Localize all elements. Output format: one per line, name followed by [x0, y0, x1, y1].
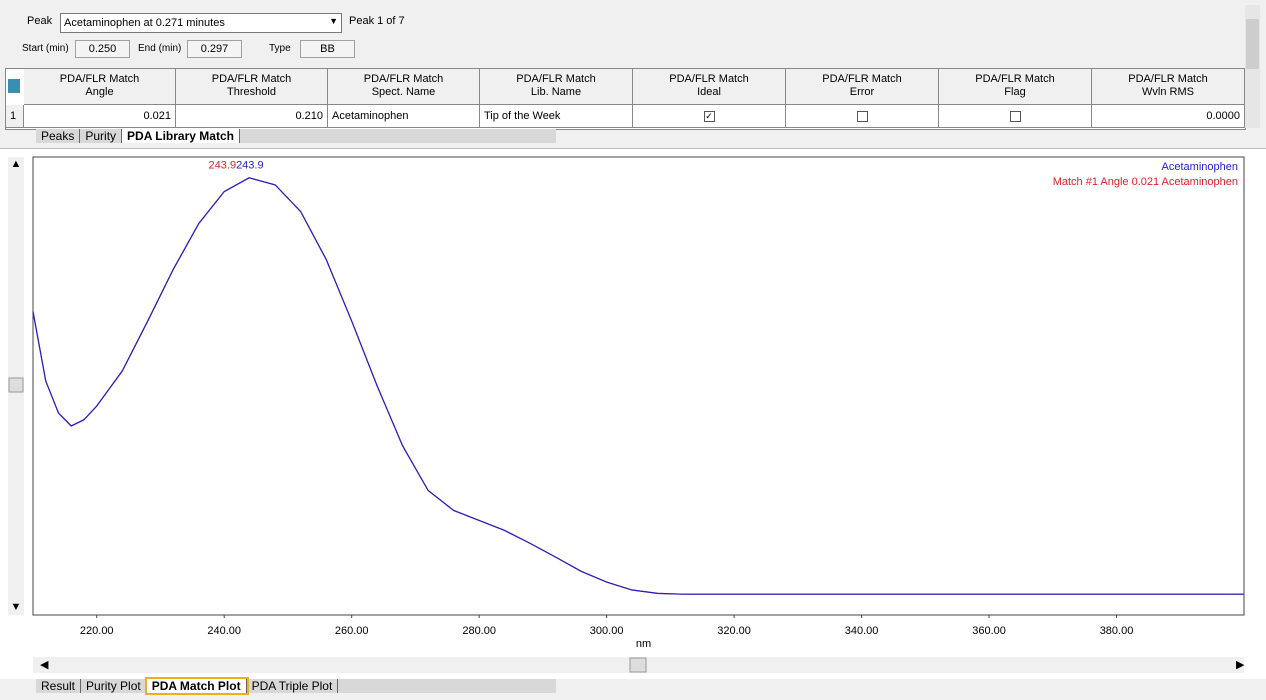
tab[interactable]: Result	[36, 679, 82, 693]
column-header: PDA/FLR Match Spect. Name	[328, 69, 480, 105]
scroll-thumb[interactable]	[629, 657, 647, 673]
start-label: Start (min)	[22, 43, 69, 54]
checkbox[interactable]: ✓	[703, 110, 715, 122]
header-text: Spect. Name	[371, 86, 436, 98]
table-cell: 0.210	[176, 105, 328, 128]
x-tick-label: 260.00	[335, 625, 369, 637]
scroll-up[interactable]: ▲	[11, 158, 22, 170]
scroll-right[interactable]: ▶	[1236, 659, 1245, 671]
spectrum-line	[32, 177, 1244, 595]
column-header: PDA/FLR Match Error	[786, 69, 939, 105]
header-text: PDA/FLR Match	[211, 73, 292, 85]
end-label: End (min)	[138, 43, 182, 54]
x-axis-title: nm	[636, 638, 651, 650]
table-cell: 0.021	[24, 105, 176, 128]
header-text: Lib. Name	[530, 86, 582, 98]
header-text: PDA/FLR Match	[822, 73, 902, 85]
header-text: PDA/FLR Match	[59, 73, 140, 85]
scroll-thumb[interactable]	[8, 377, 24, 393]
scroll-down[interactable]: ▼	[11, 601, 22, 613]
dropdown-arrow: ▼	[329, 16, 338, 26]
type-value: BB	[300, 40, 355, 58]
tab[interactable]: Purity	[80, 129, 123, 143]
bottom-tab-strip: Result Purity Plot PDA Match Plot PDA Tripl…	[36, 677, 556, 695]
table-scrollbar[interactable]	[1245, 5, 1260, 128]
header-text: Ideal	[697, 86, 721, 98]
x-tick-label: 360.00	[972, 625, 1006, 637]
x-tick-label: 280.00	[462, 625, 496, 637]
x-tick-label: 340.00	[845, 625, 879, 637]
x-tick-label: 220.00	[80, 625, 114, 637]
tab[interactable]: Peaks	[36, 129, 81, 143]
peak-label: 243.9	[209, 160, 237, 172]
scroll-left[interactable]: ◀	[40, 659, 49, 671]
checkbox[interactable]	[1009, 110, 1021, 122]
header-text: Wvln RMS	[1142, 86, 1194, 98]
column-header: PDA/FLR Match Angle	[24, 69, 176, 105]
header-text: PDA/FLR Match	[975, 73, 1055, 85]
peak-label: Peak	[27, 15, 53, 27]
legend-entry: Acetaminophen	[1162, 161, 1238, 173]
header-text: Flag	[1004, 86, 1026, 98]
tab[interactable]: Purity Plot	[81, 679, 147, 693]
row-number: 1	[6, 105, 24, 128]
peak-dropdown[interactable]: Acetaminophen at 0.271 minutes ▼	[60, 13, 342, 33]
chart: ▲ ▼ ◀ ▶ 220.00 240.00 260.00 280.00 300.00 32…	[8, 156, 1245, 673]
start-value: 0.250	[75, 40, 130, 58]
column-header: PDA/FLR Match Ideal	[633, 69, 786, 105]
column-header: PDA/FLR Match Wvln RMS	[1092, 69, 1245, 105]
column-header: PDA/FLR Match Lib. Name	[480, 69, 633, 105]
table-cell: 0.0000	[1092, 105, 1245, 128]
tab[interactable]: PDA Library Match	[122, 129, 240, 143]
results-table: PDA/FLR Match Angle PDA/FLR Match Threshold…	[5, 68, 1246, 130]
peak-selection: Acetaminophen at 0.271 minutes	[64, 17, 225, 29]
table-cell: Tip of the Week	[480, 105, 633, 128]
checkbox[interactable]	[856, 110, 868, 122]
checkbox-cell	[939, 105, 1092, 128]
end-value: 0.297	[187, 40, 242, 58]
tab[interactable]: PDA Match Plot	[144, 677, 249, 695]
plot-area	[32, 156, 1245, 616]
x-tick-label: 300.00	[590, 625, 624, 637]
header-text: PDA/FLR Match	[363, 73, 444, 85]
checkbox-cell	[786, 105, 939, 128]
x-tick-label: 380.00	[1100, 625, 1134, 637]
peak-label: 243.9	[236, 160, 264, 172]
type-label: Type	[269, 43, 291, 54]
legend-entry: Match #1 Angle 0.021 Acetaminophen	[1053, 176, 1238, 188]
tab[interactable]: PDA Triple Plot	[247, 679, 339, 693]
table-corner-icon	[8, 79, 20, 93]
header-text: Threshold	[227, 86, 276, 98]
scroll-thumb[interactable]	[1246, 19, 1259, 69]
header-text: PDA/FLR Match	[516, 73, 596, 85]
header-text: PDA/FLR Match	[1128, 73, 1208, 85]
header-text: PDA/FLR Match	[669, 73, 749, 85]
column-header: PDA/FLR Match Flag	[939, 69, 1092, 105]
header-text: Error	[849, 86, 875, 98]
table-cell: Acetaminophen	[328, 105, 480, 128]
top-tab-strip: Peaks Purity PDA Library Match	[36, 129, 556, 143]
column-header: PDA/FLR Match Threshold	[176, 69, 328, 105]
header-text: Angle	[85, 86, 114, 98]
checkbox-cell: ✓	[633, 105, 786, 128]
x-tick-label: 240.00	[207, 625, 241, 637]
x-tick-label: 320.00	[717, 625, 751, 637]
peak-count: Peak 1 of 7	[349, 15, 405, 27]
